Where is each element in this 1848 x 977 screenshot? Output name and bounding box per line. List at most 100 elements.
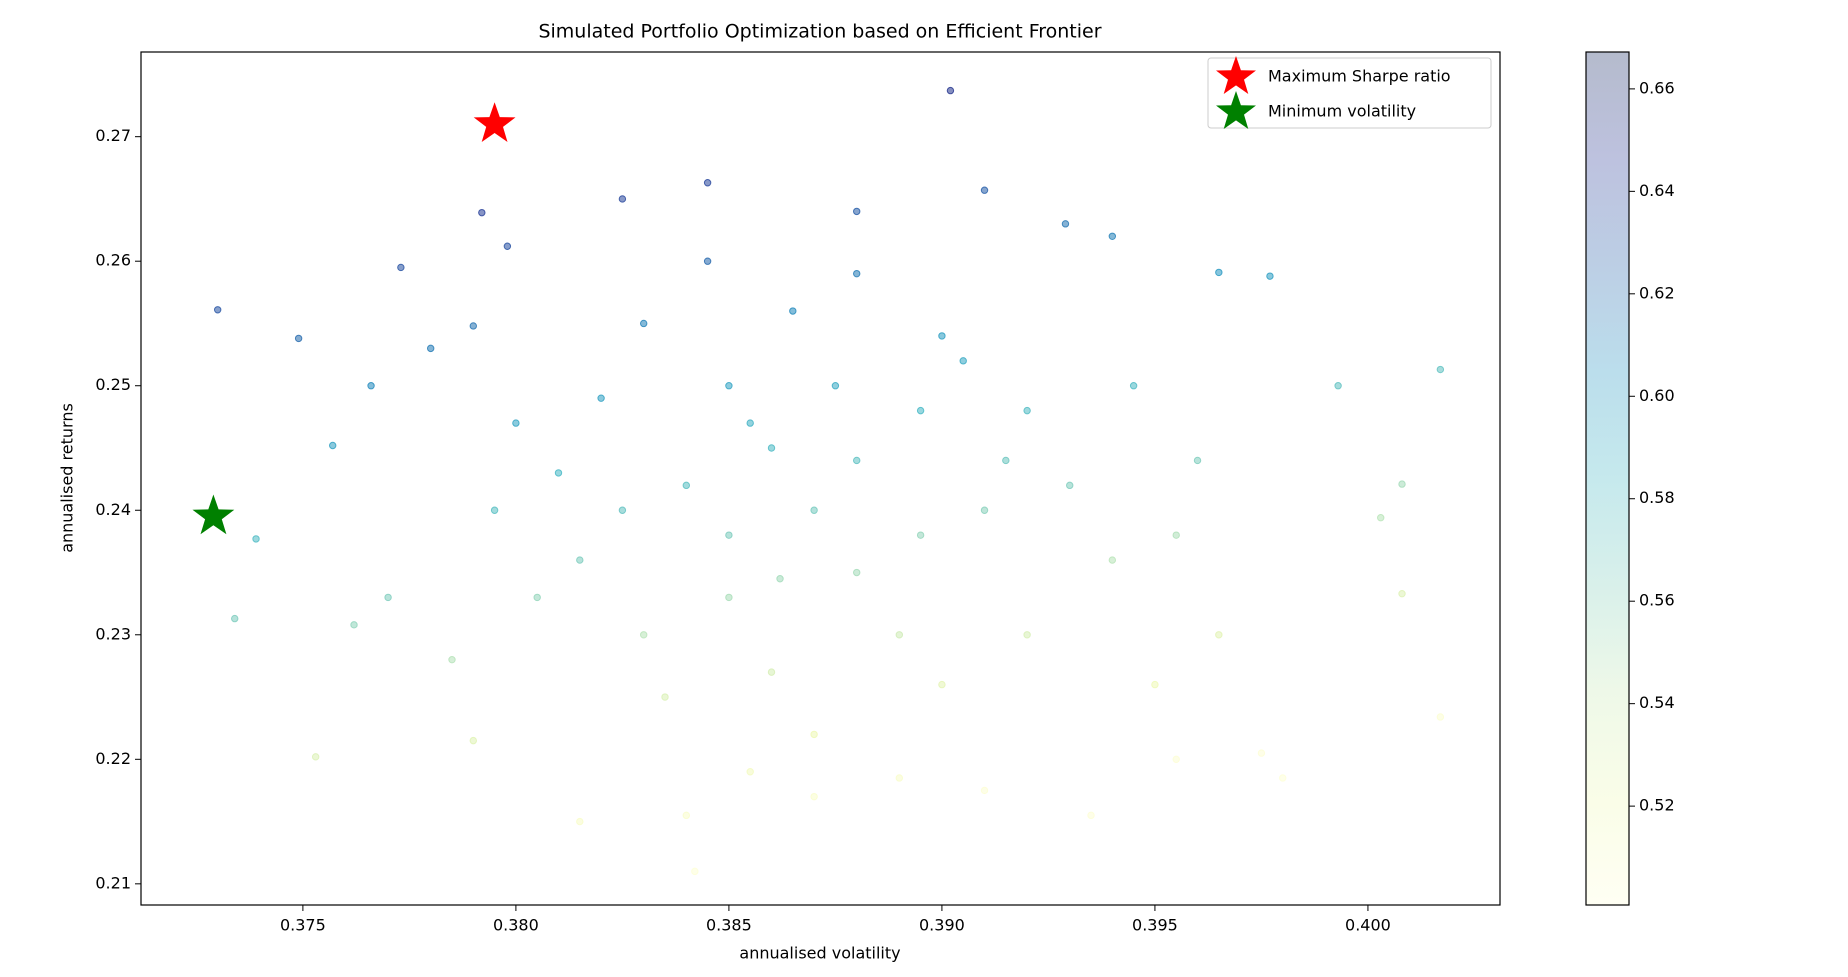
legend-box [1207, 57, 1492, 129]
legend-label: Minimum volatility [1268, 102, 1416, 121]
scatter-point [367, 382, 375, 390]
colorbar-tick-label: 0.66 [1639, 78, 1675, 97]
scatter-point [597, 394, 605, 402]
scatter-point [384, 593, 392, 602]
scatter-point [853, 269, 861, 278]
colorbar-tick-label: 0.62 [1639, 283, 1675, 302]
scatter-point [1215, 268, 1223, 277]
scatter-point [1436, 365, 1445, 374]
scatter-point [703, 257, 712, 265]
scatter-point [213, 306, 222, 314]
x-tick-label: 0.385 [706, 916, 752, 935]
scatter-point [1002, 456, 1010, 465]
scatter-point [725, 531, 733, 539]
scatter-point [946, 86, 955, 95]
scatter-point [1061, 220, 1070, 228]
scatter-point [1151, 680, 1159, 689]
scatter-point [554, 469, 563, 477]
scatter-point [576, 556, 584, 564]
y-tick-label: 0.24 [95, 500, 131, 519]
scatter-point [1257, 749, 1266, 757]
scatter-point [703, 179, 712, 187]
scatter-point [810, 506, 818, 514]
colorbar [1586, 52, 1629, 905]
y-tick-label: 0.23 [95, 624, 131, 643]
colorbar-frame [1585, 51, 1630, 906]
scatter-point [512, 419, 520, 427]
colorbar-tick-label: 0.54 [1639, 693, 1675, 712]
scatter-point [776, 575, 784, 583]
scatter-point [294, 334, 303, 343]
scatter-point [1023, 406, 1031, 415]
colorbar-tick-label: 0.52 [1639, 796, 1675, 815]
scatter-point [576, 817, 584, 826]
colorbar-tick-label: 0.64 [1639, 181, 1675, 200]
scatter-point [853, 568, 861, 577]
scatter-point [1215, 631, 1223, 639]
scatter-point [1066, 481, 1074, 490]
scatter-point [810, 792, 818, 801]
scatter-point [640, 631, 648, 639]
scatter-point [490, 506, 499, 514]
scatter-point [810, 730, 818, 739]
scatter-point [640, 319, 648, 328]
scatter-point [746, 768, 754, 776]
scatter-point [789, 307, 797, 315]
legend-marker [1216, 56, 1256, 94]
chart-title: Simulated Portfolio Optimization based o… [538, 21, 1101, 43]
scatter-point [1398, 589, 1406, 598]
scatter-point [938, 332, 946, 340]
scatter-point [1334, 382, 1342, 390]
scatter-point [916, 406, 925, 415]
scatter-point [853, 207, 861, 216]
scatter-point [767, 444, 776, 452]
scatter-point [853, 456, 861, 465]
scatter-point [691, 867, 699, 876]
scatter-point [448, 655, 456, 664]
scatter-point [980, 186, 989, 194]
scatter-point [1436, 713, 1445, 721]
x-tick-label: 0.380 [493, 916, 539, 935]
y-axis-label: annualised returns [58, 403, 77, 553]
scatter-point [1087, 811, 1095, 820]
y-tick-label: 0.25 [95, 375, 131, 394]
scatter-point [469, 322, 477, 330]
y-tick-label: 0.26 [95, 251, 131, 270]
scatter-point [682, 481, 691, 490]
scatter-point [618, 195, 627, 203]
y-tick-label: 0.22 [95, 749, 131, 768]
scatter-point [469, 736, 477, 745]
star-marker [473, 102, 516, 142]
x-axis-label: annualised volatility [739, 944, 900, 963]
scatter-point [426, 344, 435, 353]
scatter-point [350, 621, 358, 629]
scatter-point [1172, 755, 1180, 764]
scatter-point [938, 680, 946, 689]
scatter-point [725, 382, 733, 390]
scatter-point [329, 441, 337, 450]
y-tick-label: 0.21 [95, 873, 131, 892]
colorbar-tick-label: 0.56 [1639, 591, 1675, 610]
scatter-point [503, 242, 512, 250]
scatter-point [916, 531, 925, 539]
scatter-point [533, 593, 541, 602]
scatter-point [980, 506, 989, 514]
scatter-point [1266, 272, 1274, 280]
star-marker [192, 494, 235, 535]
scatter-point [1377, 514, 1385, 522]
scatter-point [661, 693, 669, 701]
colorbar-tick-label: 0.58 [1639, 488, 1675, 507]
scatter-point [682, 811, 691, 820]
scatter-point [895, 774, 904, 782]
scatter-point [895, 631, 904, 639]
scatter-point [746, 419, 754, 427]
x-tick-label: 0.375 [280, 916, 326, 935]
scatter-point [831, 382, 840, 390]
legend-marker [1216, 91, 1256, 129]
scatter-point [231, 614, 239, 623]
scatter-point [478, 208, 486, 217]
scatter-point [1129, 382, 1138, 390]
x-tick-label: 0.390 [919, 916, 965, 935]
scatter-point [1108, 232, 1117, 240]
